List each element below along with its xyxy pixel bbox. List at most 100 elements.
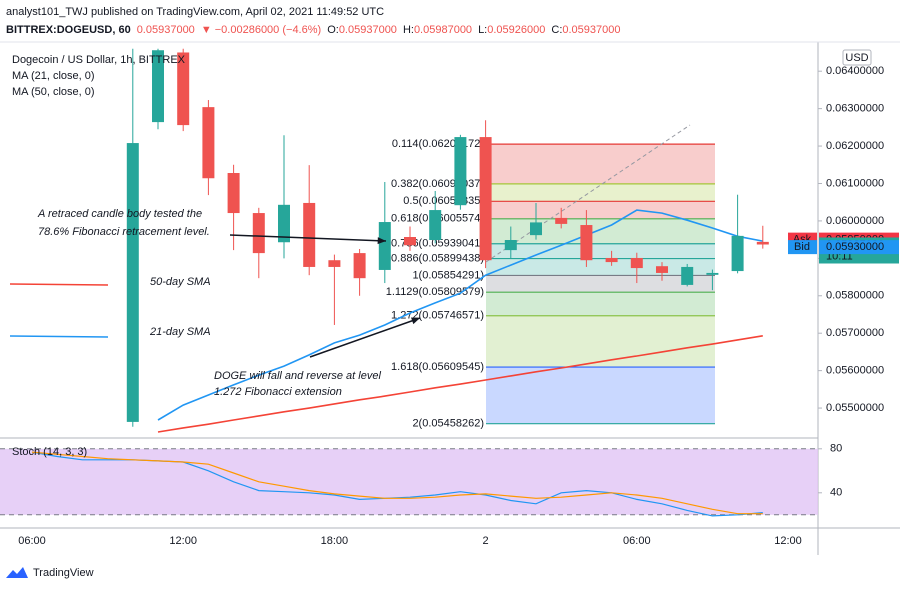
ohlc-key: O: <box>327 24 339 36</box>
sma50-marker <box>9 283 109 286</box>
brand: TradingView <box>33 567 94 579</box>
ohlc-value: 0.05937000 <box>339 24 397 36</box>
y-tick-label: 0.05800000 <box>826 290 884 302</box>
fib-label: 1(0.05854291) <box>412 269 484 281</box>
candle-body <box>605 257 618 263</box>
annotation: A retraced candle body tested the <box>37 208 202 220</box>
y-tick-label: 0.05700000 <box>826 327 884 339</box>
fib-zone <box>486 315 715 368</box>
arrow-head <box>377 237 386 245</box>
x-tick-label: 12:00 <box>774 535 802 547</box>
fib-zone <box>486 292 715 316</box>
y-tick-label: 0.06100000 <box>826 177 884 189</box>
y-tick-label: 80 <box>830 443 842 455</box>
y-tick-label: 0.05500000 <box>826 402 884 414</box>
price-tag-label: 0.05930000 <box>826 241 884 253</box>
arrow-head <box>411 317 420 325</box>
annotation: 50-day SMA <box>150 276 211 288</box>
x-tick-label: 06:00 <box>18 535 46 547</box>
last-price: 0.05937000 <box>137 24 195 36</box>
y-tick-label: 0.06200000 <box>826 140 884 152</box>
candle-body <box>479 137 492 261</box>
x-tick-label: 06:00 <box>623 535 651 547</box>
tag-name-box <box>788 240 817 255</box>
fib-label: 2(0.05458262) <box>412 418 484 430</box>
candle-body <box>580 225 593 261</box>
candle-body <box>177 52 190 126</box>
candle-body <box>303 202 316 267</box>
candle-body <box>202 107 215 179</box>
candle-body <box>454 137 467 206</box>
y-tick-label: 40 <box>830 487 842 499</box>
change: ▼ −0.00286000 (−4.6%) <box>201 24 321 36</box>
ohlc-key: L: <box>478 24 487 36</box>
fib-zone <box>486 275 715 293</box>
candle-body <box>429 210 442 241</box>
ohlc-value: 0.05987000 <box>414 24 472 36</box>
ohlc-value: 0.05926000 <box>487 24 545 36</box>
candle-body <box>152 50 164 123</box>
stoch-title: Stoch (14, 3, 3) <box>12 446 87 458</box>
trend-line <box>485 124 691 263</box>
stoch-line <box>31 451 763 515</box>
fib-zone <box>486 183 715 202</box>
candle-body <box>278 204 290 243</box>
x-tick-label: 2 <box>483 535 489 547</box>
arrow <box>309 317 421 358</box>
annotation: 21-day SMA <box>149 326 211 338</box>
fib-label: 1.618(0.05609545) <box>391 361 484 373</box>
y-tick-label: 0.05600000 <box>826 365 884 377</box>
candle-body <box>353 253 366 279</box>
stoch-band-fill <box>0 448 818 515</box>
fib-label: 0.114(0.06205172) <box>392 138 484 150</box>
x-tick-label: 12:00 <box>169 535 197 547</box>
legend-entry: MA (21, close, 0) <box>12 70 95 82</box>
fib-label: 0.382(0.06099037) <box>391 178 484 190</box>
y-tick-label: 0.06300000 <box>826 103 884 115</box>
currency: USD <box>845 52 868 64</box>
published: analyst101_TWJ published on TradingView.… <box>6 6 384 18</box>
ohlc-key: H: <box>403 24 414 36</box>
fib-label: 0.5(0.06052335) <box>403 195 484 207</box>
legend-title: Dogecoin / US Dollar, 1h, BITTREX <box>12 54 186 66</box>
annotation: 78.6% Fibonacci retracement level. <box>38 226 210 238</box>
ohlc-value: 0.05937000 <box>562 24 620 36</box>
y-tick-label: 0.06400000 <box>826 65 884 77</box>
candle-body <box>227 173 240 214</box>
symbol: BITTREX:DOGEUSD, 60 <box>6 24 131 36</box>
ma-line <box>157 209 763 421</box>
candle-body <box>555 217 568 224</box>
y-tick-label: 0.06000000 <box>826 215 884 227</box>
candle-body <box>756 241 769 245</box>
legend-entry: MA (50, close, 0) <box>12 86 95 98</box>
logo: TradingView <box>6 567 94 579</box>
annotation: 1.272 Fibonacci extension <box>214 386 342 398</box>
fib-label: 1.1129(0.05809579) <box>386 286 484 298</box>
sma21-marker <box>9 335 109 338</box>
logo-icon <box>6 567 28 578</box>
candle-body <box>681 266 694 285</box>
arrow <box>229 234 387 242</box>
candle-body <box>656 266 668 273</box>
currency-box <box>842 49 872 66</box>
candle-body <box>126 143 139 422</box>
symbol-line: BITTREX:DOGEUSD, 60 0.05937000 ▼ −0.002860… <box>6 24 621 36</box>
candle-body <box>530 222 542 236</box>
ohlc-key: C: <box>551 24 562 36</box>
fib-zone <box>486 218 715 244</box>
candle-body <box>731 235 744 272</box>
fib-zone <box>486 201 715 219</box>
fib-label: 0.886(0.05899438) <box>391 252 484 264</box>
candle-body <box>504 240 517 251</box>
tag-name: Bid <box>794 241 810 253</box>
fib-zone <box>486 243 715 259</box>
candle-body <box>378 222 391 270</box>
candle-body <box>706 272 719 275</box>
candle-body <box>404 237 416 246</box>
x-tick-label: 18:00 <box>321 535 349 547</box>
candle-body <box>252 213 265 254</box>
ma-line <box>157 335 763 433</box>
candle-body <box>328 260 341 267</box>
